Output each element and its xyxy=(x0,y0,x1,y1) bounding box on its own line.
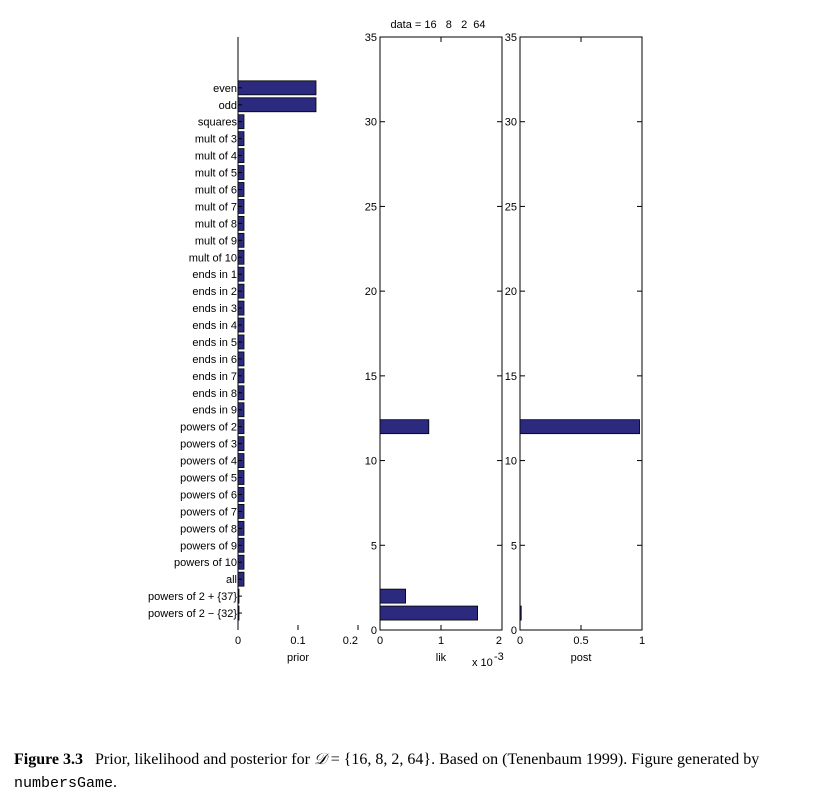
category-label: all xyxy=(226,574,237,586)
y-tick-label: 10 xyxy=(365,456,377,468)
x-tick-label: 0.2 xyxy=(343,635,358,647)
bar xyxy=(237,97,317,113)
category-label: ends in 4 xyxy=(192,320,237,332)
y-tick-label: 0 xyxy=(371,625,377,637)
caption-label: Figure 3.3 xyxy=(14,751,84,768)
category-label: odd xyxy=(219,100,237,112)
chart-title: data = 16 8 2 64 xyxy=(390,19,485,31)
category-label: powers of 10 xyxy=(174,557,237,569)
figure-caption: Figure 3.3 Prior, likelihood and posteri… xyxy=(14,748,814,795)
x-tick-label: 0 xyxy=(235,635,241,647)
category-label: powers of 2 − {32} xyxy=(148,608,237,620)
x-tick-label: 0.1 xyxy=(290,635,305,647)
x-axis-label: post xyxy=(571,652,592,664)
x-tick-label: 0 xyxy=(517,635,523,647)
y-tick-label: 25 xyxy=(505,201,517,213)
category-label: mult of 5 xyxy=(195,168,237,180)
category-label: even xyxy=(213,83,237,95)
caption-code: numbersGame xyxy=(14,775,114,792)
category-label: mult of 7 xyxy=(195,201,237,213)
posterior-panel: 0 5 10 15 20 25 30 35 0 0.5 1 post xyxy=(505,32,645,664)
x-axis-label: lik xyxy=(436,652,447,664)
y-tick-label: 30 xyxy=(365,117,377,129)
y-tick-label: 0 xyxy=(511,625,517,637)
category-label: mult of 8 xyxy=(195,218,237,230)
category-label: ends in 9 xyxy=(192,405,237,417)
category-label: ends in 1 xyxy=(192,269,237,281)
category-label: powers of 2 + {37} xyxy=(148,591,237,603)
likelihood-panel: 0 5 10 15 20 25 30 35 0 1 2 lik data = 16 8 2 64 x 10… xyxy=(365,19,504,669)
bar xyxy=(379,419,430,435)
caption-math-rest: = {16, 8, 2, 64}. xyxy=(330,751,436,768)
y-tick-label: 15 xyxy=(505,371,517,383)
category-label: powers of 2 xyxy=(180,422,237,434)
y-tick-label: 5 xyxy=(511,540,517,552)
bar xyxy=(379,588,407,604)
category-label: mult of 6 xyxy=(195,184,237,196)
bar xyxy=(237,80,317,96)
category-label: ends in 2 xyxy=(192,286,237,298)
x-tick-label: 0 xyxy=(377,635,383,647)
category-label: powers of 4 xyxy=(180,456,237,468)
category-label: ends in 7 xyxy=(192,371,237,383)
y-tick-label: 10 xyxy=(505,456,517,468)
axes-box xyxy=(379,36,503,631)
x-tick-label: 2 xyxy=(496,635,502,647)
caption-math-symbol: 𝒟 xyxy=(313,751,327,768)
axes-box xyxy=(519,36,643,631)
y-tick-label: 25 xyxy=(365,201,377,213)
caption-text-after: Based on (Tenenbaum 1999). Figure genera… xyxy=(439,751,760,768)
category-label: powers of 8 xyxy=(180,523,237,535)
caption-end: . xyxy=(113,774,118,791)
category-label: mult of 4 xyxy=(195,151,237,163)
category-label: mult of 9 xyxy=(195,235,237,247)
figure-canvas: even odd squares mult of 3 mult of 4 mult of … xyxy=(148,19,645,669)
x-tick-label: 0.5 xyxy=(573,635,588,647)
x-tick-label: 1 xyxy=(639,635,645,647)
category-label: ends in 5 xyxy=(192,337,237,349)
category-label: squares xyxy=(198,117,238,129)
category-label: ends in 8 xyxy=(192,388,237,400)
bar xyxy=(379,605,478,621)
y-tick-label: 15 xyxy=(365,371,377,383)
category-label: powers of 6 xyxy=(180,489,237,501)
y-tick-label: 20 xyxy=(505,286,517,298)
x-axis-label: prior xyxy=(287,652,309,664)
y-tick-label: 35 xyxy=(505,32,517,44)
category-label: mult of 3 xyxy=(195,134,237,146)
category-label: powers of 3 xyxy=(180,439,237,451)
category-label: powers of 7 xyxy=(180,506,237,518)
x-axis-exponent: -3 xyxy=(494,651,504,663)
y-tick-label: 5 xyxy=(371,540,377,552)
caption-text-before: Prior, likelihood and posterior for xyxy=(95,751,310,768)
prior-panel: even odd squares mult of 3 mult of 4 mult of … xyxy=(148,37,359,664)
y-tick-label: 35 xyxy=(365,32,377,44)
y-tick-label: 30 xyxy=(505,117,517,129)
bar xyxy=(519,605,522,621)
category-label: powers of 9 xyxy=(180,540,237,552)
bar xyxy=(519,419,640,435)
category-label: ends in 3 xyxy=(192,303,237,315)
category-label: ends in 6 xyxy=(192,354,237,366)
y-tick-label: 20 xyxy=(365,286,377,298)
category-label: powers of 5 xyxy=(180,473,237,485)
x-axis-multiplier: x 10 xyxy=(472,657,493,669)
x-tick-label: 1 xyxy=(438,635,444,647)
category-label: mult of 10 xyxy=(189,252,237,264)
